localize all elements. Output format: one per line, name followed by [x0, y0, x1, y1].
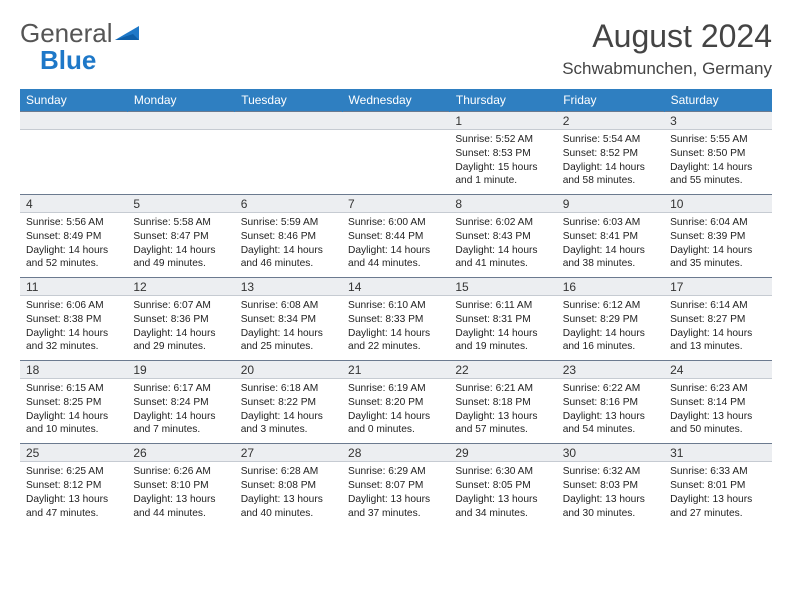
day-info-row: Sunrise: 5:52 AM Sunset: 8:53 PM Dayligh…: [20, 130, 772, 195]
day-number-cell: [20, 112, 127, 130]
calendar-table: Sunday Monday Tuesday Wednesday Thursday…: [20, 89, 772, 526]
day-info-cell: Sunrise: 6:17 AM Sunset: 8:24 PM Dayligh…: [127, 379, 234, 444]
day-number-row: 123: [20, 112, 772, 130]
day-number-row: 25262728293031: [20, 444, 772, 462]
day-info-cell: Sunrise: 6:28 AM Sunset: 8:08 PM Dayligh…: [235, 462, 342, 527]
weekday-header: Monday: [127, 89, 234, 112]
day-info-row: Sunrise: 6:25 AM Sunset: 8:12 PM Dayligh…: [20, 462, 772, 527]
day-info-cell: Sunrise: 6:07 AM Sunset: 8:36 PM Dayligh…: [127, 296, 234, 361]
day-number-cell: 20: [235, 361, 342, 379]
day-number-cell: 4: [20, 195, 127, 213]
day-number-cell: 8: [449, 195, 556, 213]
day-number-cell: 21: [342, 361, 449, 379]
day-number-cell: 30: [557, 444, 664, 462]
day-info-cell: Sunrise: 6:33 AM Sunset: 8:01 PM Dayligh…: [664, 462, 771, 527]
day-info-row: Sunrise: 6:15 AM Sunset: 8:25 PM Dayligh…: [20, 379, 772, 444]
day-number-row: 18192021222324: [20, 361, 772, 379]
day-info-cell: Sunrise: 5:55 AM Sunset: 8:50 PM Dayligh…: [664, 130, 771, 195]
day-number-cell: 10: [664, 195, 771, 213]
day-info-cell: Sunrise: 5:54 AM Sunset: 8:52 PM Dayligh…: [557, 130, 664, 195]
month-title: August 2024: [562, 18, 772, 55]
day-info-cell: [127, 130, 234, 195]
day-number-cell: 26: [127, 444, 234, 462]
weekday-header-row: Sunday Monday Tuesday Wednesday Thursday…: [20, 89, 772, 112]
day-info-cell: Sunrise: 6:18 AM Sunset: 8:22 PM Dayligh…: [235, 379, 342, 444]
day-info-cell: Sunrise: 6:02 AM Sunset: 8:43 PM Dayligh…: [449, 213, 556, 278]
day-info-cell: Sunrise: 6:06 AM Sunset: 8:38 PM Dayligh…: [20, 296, 127, 361]
day-number-cell: 24: [664, 361, 771, 379]
day-info-cell: Sunrise: 5:52 AM Sunset: 8:53 PM Dayligh…: [449, 130, 556, 195]
day-info-cell: Sunrise: 6:12 AM Sunset: 8:29 PM Dayligh…: [557, 296, 664, 361]
day-info-cell: Sunrise: 6:25 AM Sunset: 8:12 PM Dayligh…: [20, 462, 127, 527]
day-info-row: Sunrise: 6:06 AM Sunset: 8:38 PM Dayligh…: [20, 296, 772, 361]
day-info-cell: Sunrise: 6:08 AM Sunset: 8:34 PM Dayligh…: [235, 296, 342, 361]
day-number-cell: 27: [235, 444, 342, 462]
day-number-cell: 17: [664, 278, 771, 296]
day-number-cell: 29: [449, 444, 556, 462]
weekday-header: Wednesday: [342, 89, 449, 112]
day-number-cell: 18: [20, 361, 127, 379]
header: General Blue August 2024 Schwabmunchen, …: [20, 18, 772, 79]
day-number-cell: 11: [20, 278, 127, 296]
day-info-cell: Sunrise: 5:59 AM Sunset: 8:46 PM Dayligh…: [235, 213, 342, 278]
day-number-cell: [342, 112, 449, 130]
day-info-cell: Sunrise: 6:30 AM Sunset: 8:05 PM Dayligh…: [449, 462, 556, 527]
day-number-cell: 3: [664, 112, 771, 130]
day-number-row: 45678910: [20, 195, 772, 213]
day-number-cell: 15: [449, 278, 556, 296]
day-info-cell: [342, 130, 449, 195]
logo-triangle-icon: [115, 24, 143, 47]
day-number-cell: [127, 112, 234, 130]
day-info-cell: Sunrise: 6:03 AM Sunset: 8:41 PM Dayligh…: [557, 213, 664, 278]
day-number-cell: 14: [342, 278, 449, 296]
location: Schwabmunchen, Germany: [562, 59, 772, 79]
weekday-header: Sunday: [20, 89, 127, 112]
day-number-cell: 5: [127, 195, 234, 213]
day-info-cell: Sunrise: 6:04 AM Sunset: 8:39 PM Dayligh…: [664, 213, 771, 278]
day-number-cell: 28: [342, 444, 449, 462]
day-number-cell: 1: [449, 112, 556, 130]
day-info-cell: Sunrise: 6:14 AM Sunset: 8:27 PM Dayligh…: [664, 296, 771, 361]
day-number-cell: 9: [557, 195, 664, 213]
day-info-cell: Sunrise: 6:32 AM Sunset: 8:03 PM Dayligh…: [557, 462, 664, 527]
day-info-cell: Sunrise: 6:15 AM Sunset: 8:25 PM Dayligh…: [20, 379, 127, 444]
day-info-cell: [235, 130, 342, 195]
day-number-cell: 25: [20, 444, 127, 462]
logo: General Blue: [20, 18, 143, 76]
weekday-header: Tuesday: [235, 89, 342, 112]
day-info-cell: Sunrise: 6:21 AM Sunset: 8:18 PM Dayligh…: [449, 379, 556, 444]
day-number-cell: 22: [449, 361, 556, 379]
day-number-cell: 2: [557, 112, 664, 130]
day-number-row: 11121314151617: [20, 278, 772, 296]
logo-text-blue: Blue: [40, 45, 113, 76]
day-info-cell: Sunrise: 6:26 AM Sunset: 8:10 PM Dayligh…: [127, 462, 234, 527]
day-info-cell: Sunrise: 6:10 AM Sunset: 8:33 PM Dayligh…: [342, 296, 449, 361]
day-number-cell: 7: [342, 195, 449, 213]
day-number-cell: 6: [235, 195, 342, 213]
day-number-cell: 19: [127, 361, 234, 379]
day-info-cell: [20, 130, 127, 195]
day-number-cell: [235, 112, 342, 130]
day-number-cell: 13: [235, 278, 342, 296]
day-number-cell: 23: [557, 361, 664, 379]
weekday-header: Thursday: [449, 89, 556, 112]
day-info-cell: Sunrise: 5:58 AM Sunset: 8:47 PM Dayligh…: [127, 213, 234, 278]
day-info-cell: Sunrise: 6:11 AM Sunset: 8:31 PM Dayligh…: [449, 296, 556, 361]
day-info-cell: Sunrise: 5:56 AM Sunset: 8:49 PM Dayligh…: [20, 213, 127, 278]
weekday-header: Friday: [557, 89, 664, 112]
day-info-cell: Sunrise: 6:23 AM Sunset: 8:14 PM Dayligh…: [664, 379, 771, 444]
day-info-cell: Sunrise: 6:00 AM Sunset: 8:44 PM Dayligh…: [342, 213, 449, 278]
weekday-header: Saturday: [664, 89, 771, 112]
day-number-cell: 12: [127, 278, 234, 296]
day-info-row: Sunrise: 5:56 AM Sunset: 8:49 PM Dayligh…: [20, 213, 772, 278]
day-info-cell: Sunrise: 6:19 AM Sunset: 8:20 PM Dayligh…: [342, 379, 449, 444]
day-number-cell: 31: [664, 444, 771, 462]
day-info-cell: Sunrise: 6:22 AM Sunset: 8:16 PM Dayligh…: [557, 379, 664, 444]
day-number-cell: 16: [557, 278, 664, 296]
day-info-cell: Sunrise: 6:29 AM Sunset: 8:07 PM Dayligh…: [342, 462, 449, 527]
title-block: August 2024 Schwabmunchen, Germany: [562, 18, 772, 79]
